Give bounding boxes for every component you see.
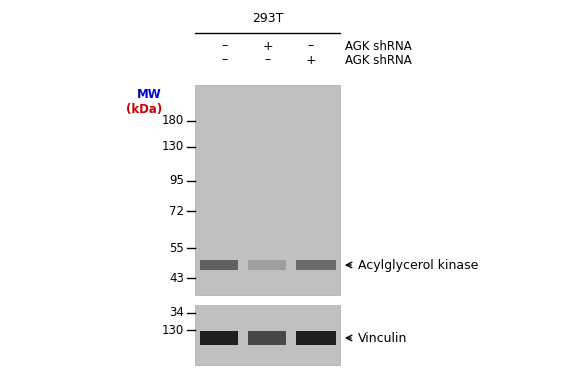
Text: 180: 180 [162, 115, 184, 127]
Text: 55: 55 [169, 242, 184, 254]
Text: –: – [222, 39, 228, 53]
Text: 72: 72 [169, 204, 184, 217]
Text: 43: 43 [169, 271, 184, 285]
Text: –: – [265, 54, 271, 67]
Text: (kDa): (kDa) [126, 102, 162, 116]
Text: 95: 95 [169, 175, 184, 187]
Text: 130: 130 [162, 141, 184, 153]
Bar [248, 331, 286, 345]
Bar [296, 260, 336, 270]
Bar [200, 260, 238, 270]
Text: 130: 130 [162, 324, 184, 336]
Text: +: + [262, 39, 274, 53]
Text: +: + [306, 54, 316, 67]
Text: MW: MW [137, 88, 162, 102]
Text: –: – [308, 39, 314, 53]
Text: AGK shRNA: AGK shRNA [345, 54, 411, 67]
Bar [195, 305, 340, 365]
Bar [200, 331, 238, 345]
Text: AGK shRNA: AGK shRNA [345, 39, 411, 53]
Text: Acylglycerol kinase: Acylglycerol kinase [358, 259, 478, 271]
Text: –: – [222, 54, 228, 67]
Bar [195, 85, 340, 295]
Text: Vinculin: Vinculin [358, 332, 407, 344]
Bar [296, 331, 336, 345]
Bar [248, 260, 286, 270]
Text: 34: 34 [169, 307, 184, 319]
Text: 293T: 293T [253, 11, 283, 25]
